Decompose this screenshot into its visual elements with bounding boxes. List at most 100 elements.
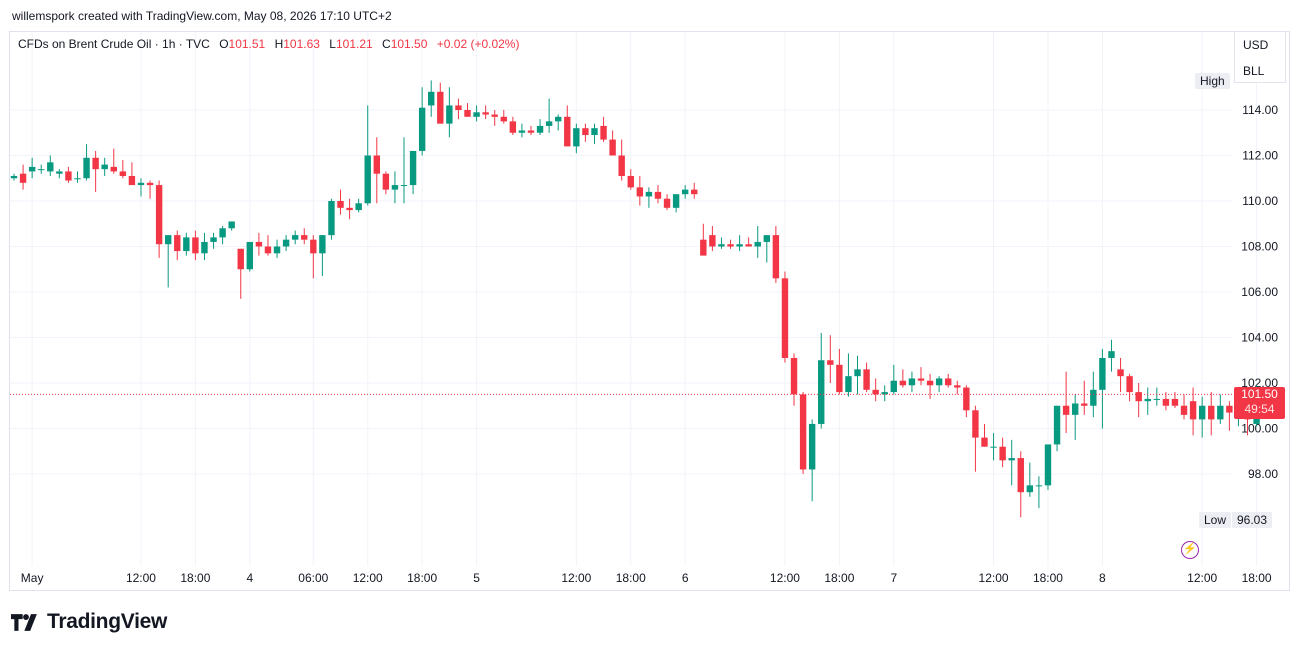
candle[interactable] bbox=[328, 198, 335, 240]
candle[interactable] bbox=[1017, 451, 1024, 518]
candle[interactable] bbox=[1144, 387, 1151, 415]
candle[interactable] bbox=[92, 150, 99, 192]
candle[interactable] bbox=[672, 194, 680, 213]
candle[interactable] bbox=[827, 335, 834, 383]
candle[interactable] bbox=[1198, 396, 1206, 438]
flash-icon[interactable]: ⚡ bbox=[1181, 541, 1199, 559]
candle[interactable] bbox=[119, 160, 127, 179]
candle[interactable] bbox=[473, 105, 480, 122]
candle[interactable] bbox=[972, 405, 979, 472]
candle[interactable] bbox=[872, 378, 879, 402]
candle[interactable] bbox=[355, 198, 362, 213]
candle[interactable] bbox=[781, 271, 789, 363]
candle[interactable] bbox=[772, 226, 780, 283]
candle[interactable] bbox=[790, 353, 798, 406]
candle[interactable] bbox=[736, 235, 743, 252]
candle[interactable] bbox=[391, 171, 399, 204]
currency-menu[interactable]: USD BLL bbox=[1234, 31, 1286, 83]
candle[interactable] bbox=[382, 171, 390, 195]
candle[interactable] bbox=[709, 226, 716, 252]
candle[interactable] bbox=[818, 332, 825, 429]
candle[interactable] bbox=[1153, 387, 1161, 406]
candle[interactable] bbox=[128, 162, 136, 186]
candle[interactable] bbox=[1008, 439, 1015, 486]
candle[interactable] bbox=[1026, 462, 1034, 497]
candle[interactable] bbox=[83, 144, 90, 181]
candle[interactable] bbox=[482, 105, 489, 120]
candle[interactable] bbox=[926, 373, 934, 399]
candle[interactable] bbox=[491, 110, 498, 126]
candle[interactable] bbox=[1044, 444, 1052, 490]
candle[interactable] bbox=[645, 187, 653, 208]
candle[interactable] bbox=[373, 137, 380, 204]
candle[interactable] bbox=[863, 362, 870, 393]
candle[interactable] bbox=[174, 230, 181, 261]
candle[interactable] bbox=[935, 376, 943, 393]
candle[interactable] bbox=[10, 173, 18, 181]
candle[interactable] bbox=[663, 194, 671, 211]
chart-frame[interactable] bbox=[9, 31, 1290, 591]
candle[interactable] bbox=[428, 80, 435, 117]
candle[interactable] bbox=[464, 103, 471, 117]
candle[interactable] bbox=[146, 180, 154, 199]
candle[interactable] bbox=[627, 169, 634, 190]
candle[interactable] bbox=[555, 114, 562, 131]
candle[interactable] bbox=[201, 232, 208, 261]
candle[interactable] bbox=[219, 226, 226, 245]
candle[interactable] bbox=[754, 226, 761, 258]
candle[interactable] bbox=[1226, 401, 1233, 431]
candle[interactable] bbox=[636, 175, 644, 206]
candle[interactable] bbox=[228, 221, 235, 231]
candle[interactable] bbox=[164, 235, 172, 288]
candle[interactable] bbox=[19, 164, 27, 190]
currency-option-bll[interactable]: BLL bbox=[1243, 64, 1265, 78]
candle[interactable] bbox=[1071, 394, 1079, 440]
candle[interactable] bbox=[1108, 339, 1115, 372]
candle[interactable] bbox=[573, 123, 580, 154]
candle[interactable] bbox=[591, 123, 598, 145]
tradingview-logo[interactable]: TradingView bbox=[11, 610, 167, 634]
candle[interactable] bbox=[1081, 380, 1088, 415]
candle[interactable] bbox=[246, 241, 254, 272]
candle[interactable] bbox=[808, 419, 816, 502]
candle[interactable] bbox=[101, 157, 108, 176]
candle[interactable] bbox=[409, 150, 417, 195]
candle[interactable] bbox=[56, 169, 63, 179]
candle[interactable] bbox=[727, 239, 734, 249]
candle[interactable] bbox=[881, 385, 888, 402]
candle[interactable] bbox=[564, 105, 571, 147]
candle[interactable] bbox=[981, 423, 988, 447]
candle[interactable] bbox=[963, 385, 970, 418]
candle[interactable] bbox=[255, 232, 263, 256]
candle[interactable] bbox=[1099, 348, 1106, 429]
candle[interactable] bbox=[945, 373, 952, 388]
candle[interactable] bbox=[137, 178, 145, 197]
candle[interactable] bbox=[545, 98, 553, 133]
candle[interactable] bbox=[917, 367, 925, 386]
candle[interactable] bbox=[310, 235, 317, 279]
candle[interactable] bbox=[455, 98, 462, 120]
candle[interactable] bbox=[509, 116, 517, 136]
candle[interactable] bbox=[999, 437, 1006, 468]
candle[interactable] bbox=[1180, 394, 1188, 420]
candle[interactable] bbox=[110, 148, 117, 174]
candle[interactable] bbox=[346, 198, 353, 220]
candle[interactable] bbox=[1217, 394, 1224, 424]
candle[interactable] bbox=[192, 230, 199, 261]
candle[interactable] bbox=[155, 180, 163, 258]
candle[interactable] bbox=[237, 248, 244, 299]
candle[interactable] bbox=[319, 235, 326, 277]
candle[interactable] bbox=[600, 116, 607, 142]
candle[interactable] bbox=[745, 237, 752, 247]
candle[interactable] bbox=[845, 353, 852, 397]
candle[interactable] bbox=[799, 392, 807, 474]
candle[interactable] bbox=[536, 119, 544, 136]
candle[interactable] bbox=[446, 87, 453, 138]
candle[interactable] bbox=[500, 110, 507, 124]
candle[interactable] bbox=[1208, 392, 1215, 436]
candle[interactable] bbox=[65, 166, 72, 183]
candle[interactable] bbox=[28, 157, 36, 179]
candle[interactable] bbox=[264, 235, 272, 256]
candle[interactable] bbox=[836, 348, 843, 395]
